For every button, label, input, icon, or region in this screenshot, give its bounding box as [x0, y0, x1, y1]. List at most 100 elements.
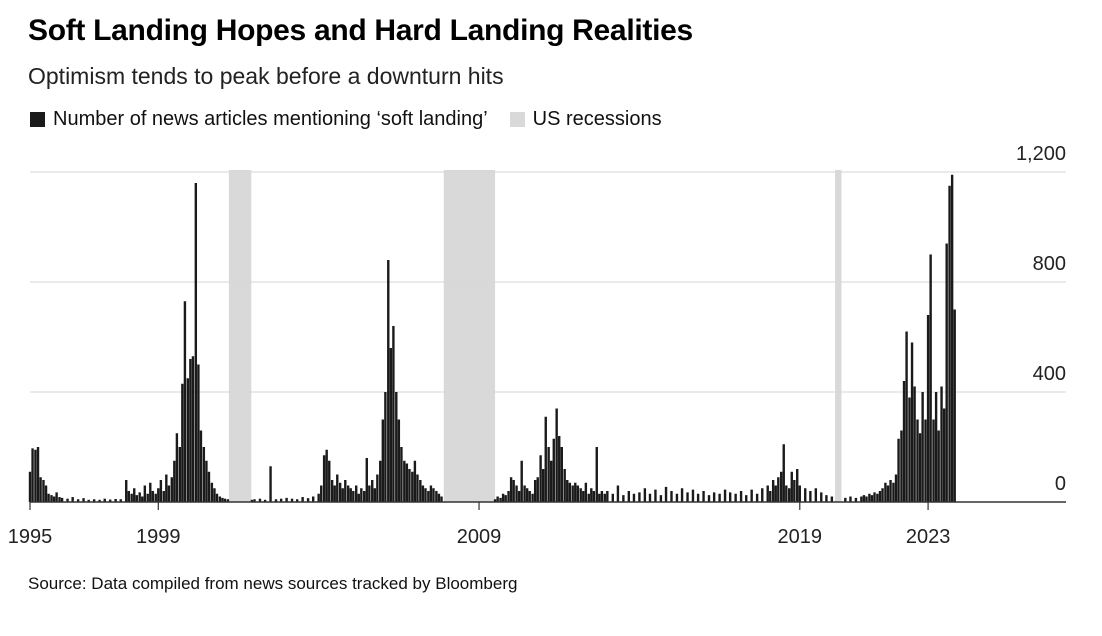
bar-123 [493, 499, 497, 502]
bar-249 [945, 243, 948, 502]
bar-180 [686, 492, 689, 502]
recession-band-2 [835, 170, 842, 502]
y-tick-label-800: 800 [1033, 253, 1066, 275]
bar-155 [579, 488, 582, 502]
bar-190 [739, 491, 743, 502]
bars [28, 174, 956, 502]
bar-48 [189, 359, 192, 502]
bar-1 [31, 448, 34, 502]
bar-33 [149, 482, 152, 502]
legend: Number of news articles mentioning ‘soft… [30, 108, 684, 131]
bar-208 [804, 488, 807, 502]
bar-12 [60, 497, 64, 502]
bar-17 [87, 499, 90, 502]
bar-207 [798, 485, 801, 502]
bar-237 [913, 386, 916, 502]
bar-225 [881, 488, 884, 502]
bar-235 [908, 397, 911, 502]
bar-146 [555, 408, 558, 502]
bar-74 [306, 498, 310, 502]
bar-245 [934, 392, 938, 502]
bar-117 [427, 491, 430, 502]
bar-101 [384, 392, 387, 502]
bar-220 [868, 493, 871, 502]
bar-94 [365, 458, 368, 502]
bar-160 [592, 491, 596, 502]
bar-197 [771, 480, 775, 502]
y-tick-label-0: 0 [1055, 473, 1066, 495]
bar-73 [301, 497, 304, 502]
y-tick-label-400: 400 [1033, 363, 1066, 385]
bar-113 [416, 474, 419, 502]
bar-102 [387, 260, 390, 502]
bar-193 [755, 493, 759, 502]
bar-39 [165, 474, 168, 502]
bar-131 [515, 485, 518, 502]
bar-63 [250, 499, 254, 502]
bar-178 [675, 493, 679, 502]
bar-203 [787, 488, 791, 502]
bar-177 [670, 491, 673, 502]
bar-35 [154, 493, 157, 502]
bar-169 [627, 491, 631, 502]
bar-250 [948, 185, 951, 502]
gridlines: 0 400 800 1,200 [30, 143, 1066, 495]
bar-222 [873, 492, 876, 502]
recession-band-0 [228, 170, 252, 502]
bar-248 [942, 408, 946, 502]
bar-104 [392, 326, 395, 502]
bar-149 [563, 469, 566, 502]
bar-50 [194, 183, 198, 502]
bar-15 [76, 499, 80, 502]
bar-119 [432, 488, 435, 502]
bar-87 [346, 485, 350, 502]
bar-38 [162, 491, 165, 502]
bar-59 [218, 496, 222, 502]
bar-201 [782, 444, 785, 502]
bar-244 [932, 419, 935, 502]
bar-114 [419, 480, 422, 502]
bar-209 [809, 491, 812, 502]
bar-218 [862, 495, 866, 502]
bar-24 [125, 480, 128, 502]
bar-56 [210, 482, 214, 502]
bar-153 [574, 482, 577, 502]
bar-214 [844, 497, 847, 502]
bar-200 [779, 471, 783, 502]
bar-171 [638, 492, 641, 502]
bar-9 [52, 496, 56, 502]
bar-111 [411, 471, 414, 502]
bar-198 [774, 485, 777, 502]
bar-40 [167, 485, 171, 502]
bar-115 [421, 485, 425, 502]
bar-27 [133, 488, 136, 502]
bar-14 [71, 497, 74, 502]
bar-135 [525, 488, 529, 502]
bar-134 [523, 485, 526, 502]
bar-8 [50, 495, 53, 502]
bar-157 [584, 482, 588, 502]
bar-138 [533, 480, 537, 502]
bar-252 [953, 309, 956, 502]
x-tick-label-2009: 2009 [457, 526, 502, 548]
bar-31 [143, 485, 147, 502]
bar-57 [213, 488, 216, 502]
x-tick-label-2023: 2023 [906, 526, 951, 548]
bar-137 [531, 493, 534, 502]
bar-161 [595, 447, 598, 502]
bar-182 [696, 493, 700, 502]
bar-69 [279, 498, 283, 502]
bar-128 [507, 491, 510, 502]
bar-108 [403, 460, 406, 502]
bar-125 [499, 497, 502, 502]
bar-195 [766, 485, 769, 502]
legend-item-articles: Number of news articles mentioning ‘soft… [30, 108, 488, 131]
bar-205 [793, 480, 796, 502]
bar-54 [205, 460, 208, 502]
bar-91 [357, 493, 360, 502]
bar-210 [814, 488, 818, 502]
bar-81 [330, 480, 334, 502]
bar-202 [785, 485, 788, 502]
bar-148 [560, 447, 563, 502]
bar-242 [926, 315, 930, 502]
